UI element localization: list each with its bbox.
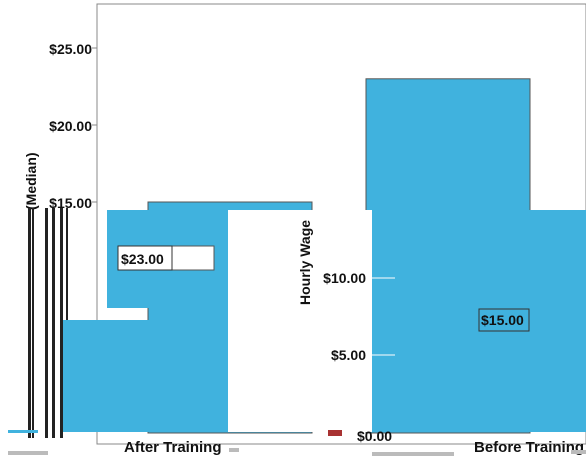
category-label-before: Before Training bbox=[474, 439, 584, 456]
bottom-strip bbox=[571, 450, 586, 454]
bottom-strip bbox=[372, 452, 454, 456]
data-label-before: $15.00 bbox=[481, 312, 524, 328]
glitch-stripe bbox=[66, 208, 68, 328]
y-tick-label-10: $10.00 bbox=[323, 270, 366, 286]
data-label-box-after-inner bbox=[117, 245, 173, 271]
category-label-after: After Training bbox=[124, 439, 222, 456]
baseline-marker bbox=[328, 430, 342, 436]
y-tick-label-0: $0.00 bbox=[357, 428, 392, 444]
y-tick-label-15: $15.00 bbox=[49, 195, 92, 211]
data-label-after: $23.00 bbox=[121, 251, 164, 267]
glitch-stripe bbox=[28, 208, 31, 438]
data-label-box-before bbox=[478, 308, 530, 332]
plot-frame bbox=[96, 3, 586, 445]
y-tick-label-20: $20.00 bbox=[49, 118, 92, 134]
overlay-panel-bg bbox=[228, 210, 372, 432]
glitch-stripe bbox=[60, 208, 63, 438]
y-tick-label-25: $25.00 bbox=[49, 41, 92, 57]
y-axis-title-overlay: Hourly Wage bbox=[297, 220, 313, 305]
y-axis-title-main: (Median) bbox=[23, 152, 39, 210]
overlay-baseline-left bbox=[8, 430, 38, 433]
glitch-stripe bbox=[45, 208, 48, 438]
glitch-stripe bbox=[32, 208, 34, 438]
bottom-strip bbox=[229, 448, 239, 452]
y-tick-label-5: $5.00 bbox=[331, 347, 366, 363]
glitch-stripe bbox=[52, 208, 55, 438]
bottom-strip bbox=[8, 451, 48, 455]
overlay-bar-bottom bbox=[63, 320, 227, 432]
